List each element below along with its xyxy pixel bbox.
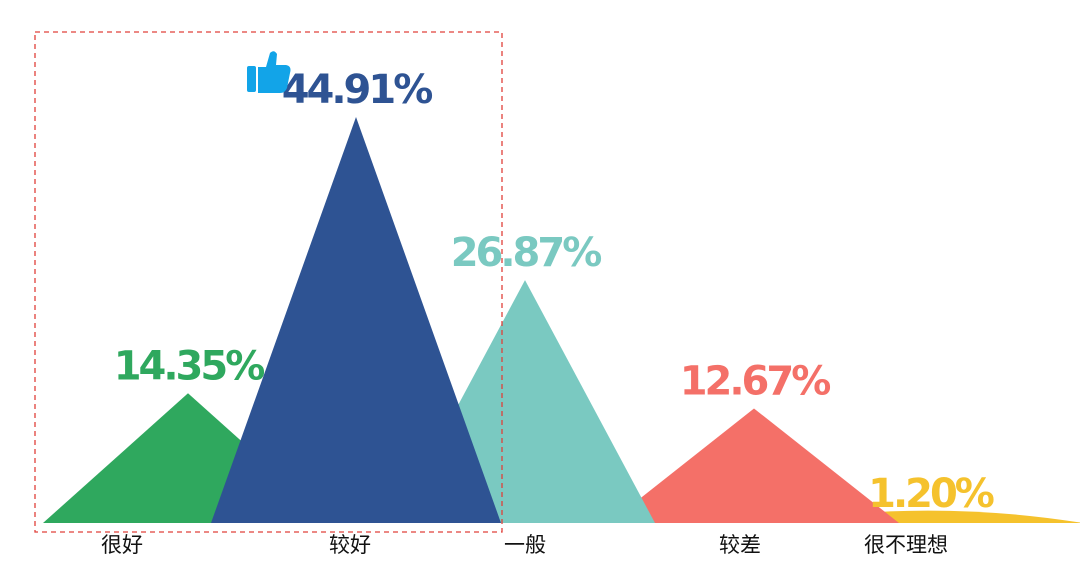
thumbs-up-icon [247, 51, 291, 93]
value-label-very-good: 14.35% [114, 343, 265, 389]
category-labels-layer: 很好 较好 一般 较差 很不理想 [101, 533, 948, 557]
value-label-very-poor: 1.20% [868, 471, 994, 517]
peak-poor [609, 408, 899, 523]
highlight-box [34, 31, 503, 533]
value-label-average: 26.87% [451, 230, 602, 276]
value-label-poor: 12.67% [680, 358, 831, 404]
value-labels-layer: 14.35% 44.91% 26.87% 12.67% 1.20% [114, 67, 997, 517]
category-label-very-poor: 很不理想 [864, 533, 948, 557]
peak-good [211, 117, 501, 523]
category-label-good: 较好 [329, 533, 371, 557]
category-label-average: 一般 [504, 533, 546, 557]
value-label-good: 44.91% [282, 67, 433, 113]
category-label-very-good: 很好 [101, 533, 143, 557]
peaks-layer [43, 117, 1080, 523]
category-label-poor: 较差 [719, 533, 761, 557]
